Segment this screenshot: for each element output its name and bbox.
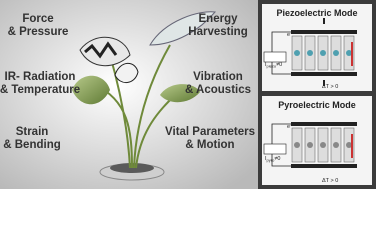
- dipole: [346, 142, 352, 148]
- sensing-label: Vital Parameters & Motion: [165, 126, 255, 151]
- dipole: [333, 142, 339, 148]
- pyro-current: Ipyro≠0: [265, 156, 280, 163]
- electrode: [291, 122, 357, 126]
- pyro-delta: ΔT > 0: [322, 178, 338, 184]
- labels: Force & Pressure Energy Harvesting IR- Radia…: [0, 13, 255, 151]
- current-sub: pyro: [267, 158, 276, 163]
- piezo-title: Piezoelectric Mode: [276, 8, 357, 18]
- pyro-title: Pyroelectric Mode: [278, 100, 356, 110]
- figure: Piezoelectric Mode Pyroelectric Mode e⁻ …: [0, 0, 376, 189]
- label-line: IR- Radiation: [5, 71, 76, 83]
- dipole: [294, 142, 300, 148]
- label-line: & Pressure: [8, 26, 69, 38]
- current-sub: piezo: [267, 64, 277, 69]
- dipole: [294, 50, 300, 56]
- label-line: & Bending: [3, 139, 61, 151]
- dipole: [307, 50, 313, 56]
- lattices: [263, 18, 357, 168]
- electrode: [291, 72, 357, 76]
- label-line: Energy: [199, 13, 239, 25]
- plant: [72, 11, 216, 181]
- label-line: & Temperature: [0, 84, 80, 96]
- piezo-delta: ΔT > 0: [322, 84, 338, 90]
- dipole: [320, 142, 326, 148]
- current-rel: ≠0: [274, 156, 280, 162]
- current-symbol: I: [265, 62, 267, 68]
- dipole: [307, 142, 313, 148]
- label-line: Vital Parameters: [165, 126, 255, 138]
- dipole: [333, 50, 339, 56]
- label-line: Strain: [16, 126, 49, 138]
- piezo-current: Ipiezo≠0: [265, 62, 282, 69]
- current-rel: ≠0: [276, 62, 282, 68]
- meter: [263, 143, 287, 155]
- sensing-label: Vibration & Acoustics: [185, 71, 251, 96]
- piezo-electron: e⁻: [287, 32, 293, 38]
- sensing-label: Strain & Bending: [3, 126, 61, 151]
- label-line: & Acoustics: [185, 84, 251, 96]
- dipole: [320, 50, 326, 56]
- electrode: [291, 30, 357, 34]
- label-line: Force: [22, 13, 53, 25]
- electrode: [291, 164, 357, 168]
- label-line: Harvesting: [188, 26, 247, 38]
- page: {"labels":[ {"lines":["Force","& Pressur…: [0, 0, 376, 189]
- meter: [263, 51, 287, 63]
- current-symbol: I: [265, 156, 267, 162]
- sensing-label: Force & Pressure: [8, 13, 69, 38]
- label-line: & Motion: [185, 139, 234, 151]
- dipole: [346, 50, 352, 56]
- sensing-label: IR- Radiation & Temperature: [0, 71, 80, 96]
- sensing-label: Energy Harvesting: [188, 13, 247, 38]
- pyro-electron: e⁻: [287, 124, 293, 130]
- label-line: Vibration: [193, 71, 243, 83]
